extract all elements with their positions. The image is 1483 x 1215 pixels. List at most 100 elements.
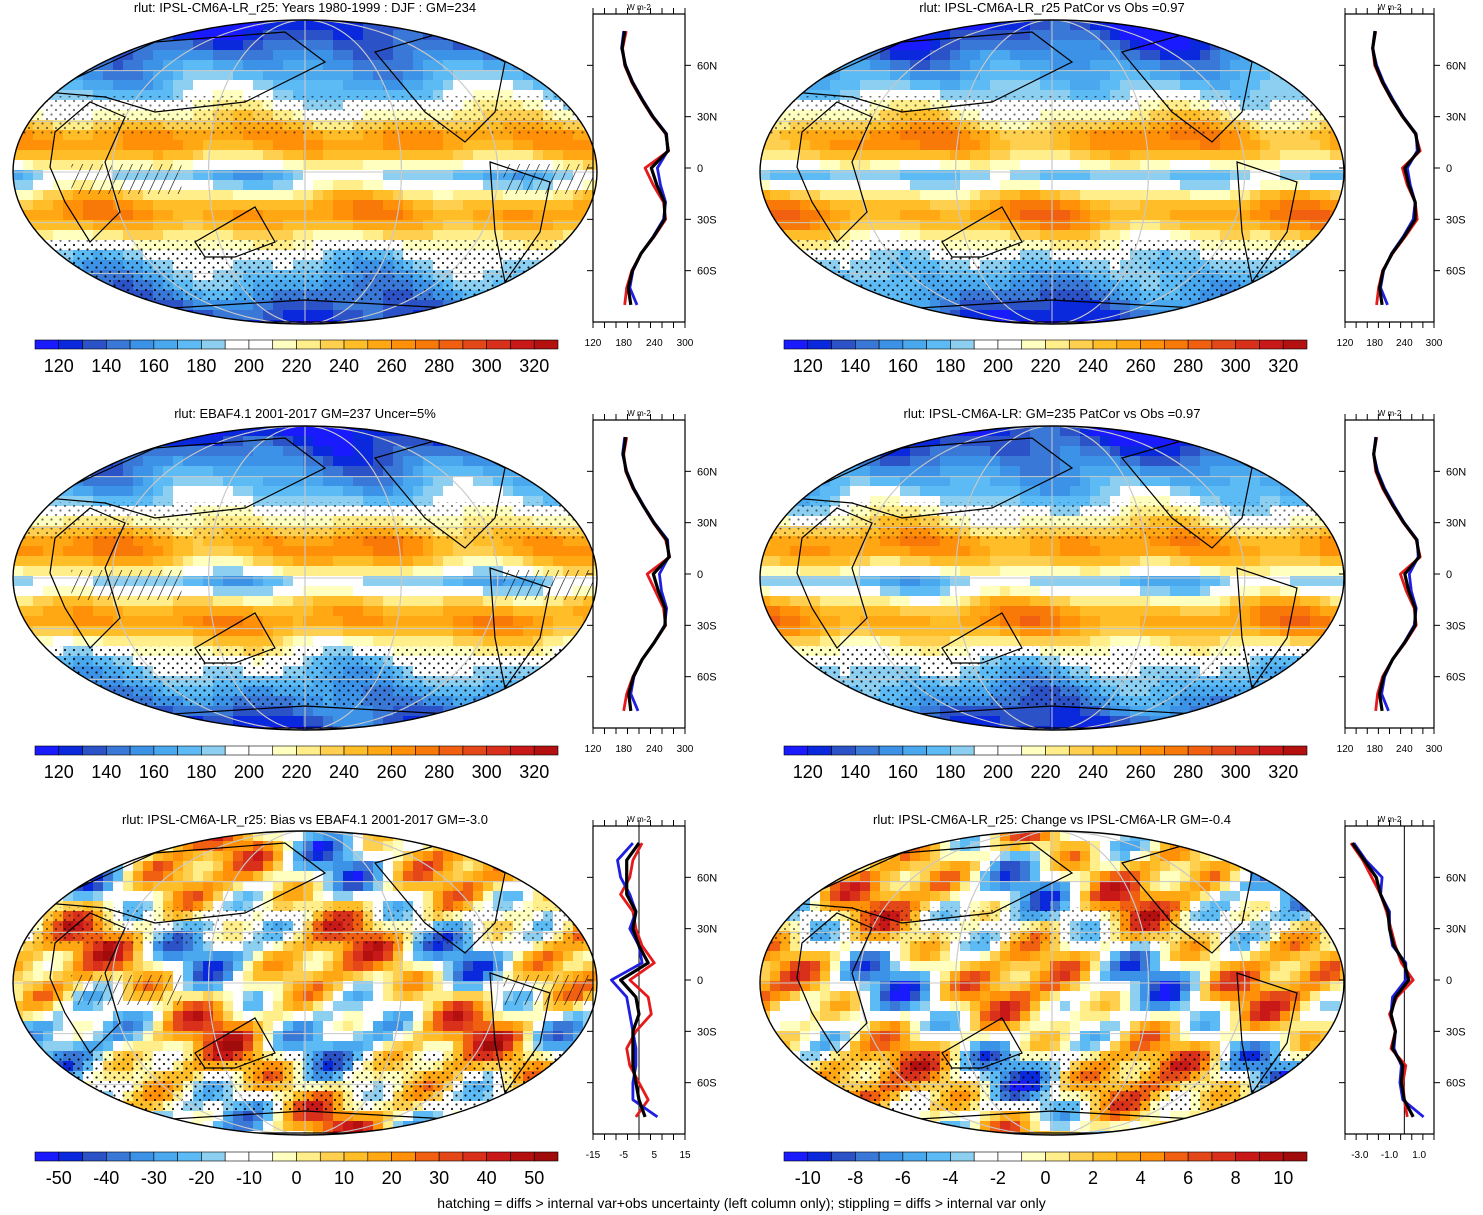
colorbar-swatch: [153, 1151, 178, 1162]
colorbar-swatch: [1021, 745, 1046, 756]
colorbar-swatch: [878, 1151, 904, 1162]
colorbar-tick-label: -4: [942, 1168, 958, 1188]
colorbar-swatch: [973, 1151, 999, 1162]
australia-coast: [194, 1017, 276, 1069]
colorbar-swatch: [201, 1151, 226, 1162]
colorbar-tick-label: 240: [1078, 356, 1108, 376]
colorbar-swatch: [997, 339, 1023, 350]
map-field: [13, 426, 597, 730]
colorbar-3: 120 140 160 180 200 220 240 260 280 300 320: [34, 745, 559, 782]
colorbar-swatch: [34, 339, 60, 350]
colorbar-swatch: [248, 745, 274, 756]
profile-line-mean: [621, 436, 671, 712]
colorbar-tick-label: -20: [188, 1168, 214, 1188]
colorbar-swatch: [783, 745, 809, 756]
panel-title-6: rlut: IPSL-CM6A-LR_r25: Change vs IPSL-C…: [873, 812, 1231, 827]
profile-panel-4: 120 180 240 300 60N 30N 0 30S 60S W m-2: [1337, 409, 1467, 755]
figure-footer-note: hatching = diffs > internal var+obs unce…: [437, 1195, 1046, 1211]
colorbar-tick-label: 240: [329, 356, 359, 376]
colorbar-swatch: [926, 1151, 951, 1162]
colorbar-swatch: [1116, 339, 1141, 350]
colorbar-tick-label: 320: [1268, 356, 1298, 376]
map-panel-3: [12, 425, 598, 731]
colorbar-tick-label: 40: [477, 1168, 497, 1188]
colorbar-swatch: [486, 745, 511, 756]
profile-lat-label: 60N: [697, 466, 717, 478]
colorbar-swatch: [438, 1151, 464, 1162]
panel-title-3: rlut: EBAF4.1 2001-2017 GM=237 Uncer=5%: [174, 406, 436, 421]
colorbar-swatch: [807, 1151, 832, 1162]
colorbar-swatch: [510, 339, 535, 350]
profile-x-tick-label: 5: [652, 1150, 658, 1161]
colorbar-tick-label: 240: [1078, 762, 1108, 782]
colorbar-tick-label: 160: [139, 762, 169, 782]
colorbar-tick-label: 320: [1268, 762, 1298, 782]
eurasia-coast: [42, 31, 327, 113]
colorbar-swatch: [1092, 745, 1118, 756]
profile-x-tick-label: -3.0: [1351, 1150, 1369, 1161]
colorbar-swatch: [391, 1151, 416, 1162]
profile-lat-label: 30S: [697, 1026, 717, 1038]
colorbar-swatch: [878, 339, 904, 350]
colorbar-swatch: [1187, 1151, 1213, 1162]
colorbar-tick-label: 220: [1030, 356, 1060, 376]
eurasia-coast: [789, 842, 1074, 924]
south-america-coast: [489, 972, 551, 1095]
colorbar-swatch: [855, 1151, 880, 1162]
colorbar-swatch: [272, 339, 297, 350]
colorbar-tick-label: -50: [46, 1168, 72, 1188]
colorbar-swatch: [973, 745, 999, 756]
colorbar-swatch: [58, 1151, 83, 1162]
colorbar-swatch: [177, 339, 202, 350]
colorbar-2: 120 140 160 180 200 220 240 260 280 300 320: [783, 339, 1308, 376]
profile-lat-label: 60S: [697, 1078, 717, 1090]
colorbar-swatch: [997, 745, 1023, 756]
colorbar-swatch: [343, 745, 369, 756]
colorbar-swatch: [1235, 745, 1260, 756]
colorbar-swatch: [1211, 1151, 1236, 1162]
profile-lat-label: 30N: [1446, 112, 1466, 124]
colorbar-swatch: [1116, 1151, 1141, 1162]
colorbar-swatch: [343, 339, 369, 350]
profile-lat-label: 60S: [1446, 1078, 1466, 1090]
profile-lat-label: 0: [697, 975, 703, 987]
australia-coast: [941, 1017, 1023, 1069]
colorbar-tick-label: 6: [1183, 1168, 1193, 1188]
map-field: [760, 831, 1344, 1135]
colorbar-swatch: [438, 339, 464, 350]
south-america-coast: [1236, 567, 1298, 690]
colorbar-tick-label: 120: [44, 356, 74, 376]
colorbar-swatch: [34, 1151, 60, 1162]
colorbar-swatch: [272, 745, 297, 756]
colorbar-tick-label: -2: [990, 1168, 1006, 1188]
colorbar-swatch: [902, 339, 927, 350]
hatching-indian: [71, 570, 182, 600]
colorbar-tick-label: 240: [329, 762, 359, 782]
colorbar-tick-label: 200: [983, 356, 1013, 376]
colorbar-swatch: [1164, 745, 1189, 756]
map-border: [12, 425, 598, 731]
colorbar-swatch: [855, 745, 880, 756]
profile-lat-label: 60N: [1446, 60, 1466, 72]
profile-x-tick-label: 300: [677, 338, 694, 349]
profile-lat-label: 30S: [697, 214, 717, 226]
colorbar-swatch: [367, 1151, 392, 1162]
colorbar-tick-label: 120: [793, 356, 823, 376]
map-graticule: [13, 831, 597, 1135]
colorbar-swatch: [82, 339, 107, 350]
colorbar-swatch: [1235, 339, 1260, 350]
profile-lat-label: 30N: [697, 924, 717, 936]
colorbar-tick-label: 320: [519, 762, 549, 782]
colorbar-swatch: [296, 745, 321, 756]
profile-lat-label: 60N: [1446, 466, 1466, 478]
colorbar-swatch: [106, 1151, 131, 1162]
profile-x-tick-label: 1.0: [1412, 1150, 1426, 1161]
colorbar-tick-label: 180: [186, 762, 216, 782]
colorbar-swatch: [319, 1151, 345, 1162]
colorbar-tick-label: 120: [44, 762, 74, 782]
colorbar-swatch: [415, 745, 440, 756]
africa-coast: [796, 912, 873, 1054]
colorbar-tick-label: 320: [519, 356, 549, 376]
profile-x-tick-label: 15: [679, 1150, 691, 1161]
colorbar-tick-label: 10: [1273, 1168, 1293, 1188]
